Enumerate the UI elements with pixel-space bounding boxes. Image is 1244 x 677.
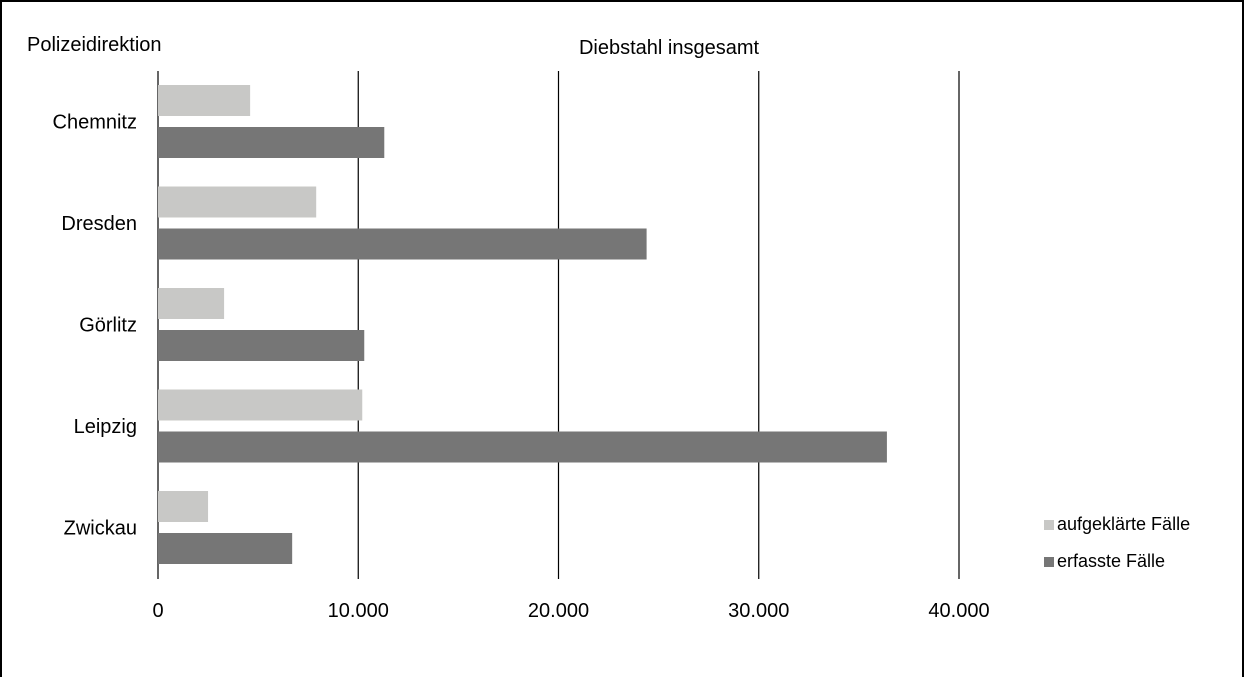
category-label: Görlitz [79,315,137,337]
category-label: Leipzig [74,416,137,438]
legend-label: erfasste Fälle [1057,551,1165,571]
legend-swatch [1044,520,1054,530]
category-label: Dresden [61,213,137,235]
bar-erfasst [158,330,365,361]
bar-aufgeklaert [158,389,363,421]
category-labels: Chemnitz Dresden Görlitz Leipzig Zwickau [53,112,137,540]
category-label: Chemnitz [53,112,137,134]
x-tick-label: 0 [152,600,163,622]
x-tick-label: 10.000 [328,600,389,622]
x-tick-label: 40.000 [928,600,989,622]
legend: aufgeklärte Fälle erfasste Fälle [1044,514,1190,571]
x-tick-label: 20.000 [528,600,589,622]
legend-label: aufgeklärte Fälle [1057,514,1190,534]
bar-erfasst [158,127,385,158]
legend-swatch [1044,557,1054,567]
bar-aufgeklaert [158,186,317,218]
bar-erfasst [158,533,293,564]
bars [158,85,887,564]
x-tick-label: 30.000 [728,600,789,622]
chart-title: Diebstahl insgesamt [579,37,760,59]
category-label: Zwickau [64,518,137,540]
bar-aufgeklaert [158,85,251,116]
bar-aufgeklaert [158,288,225,319]
tick-labels: 0 10.000 20.000 30.000 40.000 [152,600,989,622]
category-axis-title: Polizeidirektion [27,34,162,56]
bar-aufgeklaert [158,491,209,522]
bar-erfasst [158,431,887,463]
bar-erfasst [158,228,647,260]
